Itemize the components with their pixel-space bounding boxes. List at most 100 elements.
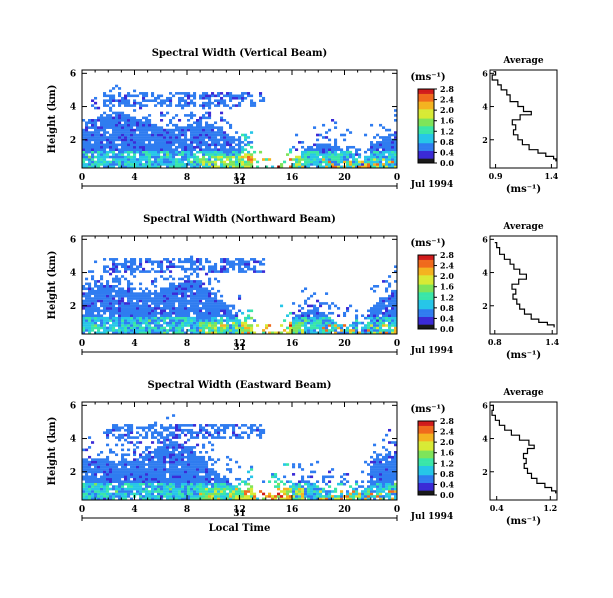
- heatmap-cell: [88, 294, 92, 298]
- heatmap-cell: [190, 307, 194, 310]
- heatmap-cell: [214, 319, 218, 322]
- heatmap-cell: [157, 473, 161, 476]
- heatmap-cell: [208, 123, 212, 127]
- heatmap-cell: [157, 487, 161, 491]
- heatmap-cell: [91, 480, 95, 483]
- heatmap-cell: [373, 463, 377, 466]
- heatmap-cell: [379, 299, 383, 303]
- heatmap-cell: [355, 153, 359, 156]
- heatmap-cell: [199, 280, 203, 283]
- heatmap-cell: [151, 94, 155, 98]
- heatmap-cell: [145, 321, 149, 325]
- heatmap-cell: [382, 136, 386, 139]
- heatmap-cell: [262, 428, 266, 432]
- heatmap-cell: [250, 490, 254, 493]
- heatmap-cell: [187, 448, 191, 452]
- heatmap-cell: [178, 309, 182, 313]
- heatmap-cell: [163, 326, 167, 330]
- heatmap-cell: [136, 165, 140, 169]
- heatmap-cell: [202, 265, 206, 268]
- heatmap-cell: [250, 141, 254, 144]
- heatmap-cell: [232, 424, 236, 427]
- heatmap-cell: [169, 282, 173, 286]
- heatmap-cell: [379, 453, 383, 457]
- heatmap-cell: [100, 309, 104, 313]
- heatmap-cell: [388, 282, 392, 286]
- heatmap-cell: [298, 141, 302, 144]
- heatmap-cell: [370, 460, 374, 464]
- heatmap-cell: [211, 426, 215, 430]
- heatmap-cell: [130, 326, 134, 330]
- heatmap-cell: [124, 262, 128, 266]
- heatmap-cell: [229, 141, 233, 144]
- heatmap-cell: [145, 470, 149, 474]
- heatmap-cell: [385, 468, 389, 471]
- heatmap-cell: [118, 92, 122, 95]
- heatmap-cell: [190, 463, 194, 466]
- heatmap-cell: [391, 482, 395, 486]
- heatmap-cell: [313, 495, 317, 498]
- heatmap-cell: [166, 492, 170, 496]
- heatmap-cell: [181, 153, 185, 156]
- heatmap-cell: [172, 94, 176, 98]
- heatmap-cell: [370, 465, 374, 469]
- heatmap-cell: [88, 302, 92, 305]
- colorbar-segment: [418, 130, 434, 133]
- heatmap-cell: [226, 487, 230, 491]
- heatmap-cell: [226, 165, 230, 169]
- heatmap-cell: [256, 260, 260, 264]
- heatmap-cell: [154, 136, 158, 139]
- heatmap-cell: [355, 150, 359, 154]
- heatmap-cell: [97, 163, 101, 166]
- heatmap-cell: [178, 463, 182, 466]
- heatmap-cell: [115, 285, 119, 288]
- heatmap-cell: [346, 490, 350, 493]
- heatmap-cell: [115, 436, 119, 439]
- heatmap-cell: [97, 453, 101, 457]
- chart-title: Spectral Width (Vertical Beam): [152, 48, 328, 59]
- heatmap-cell: [112, 285, 116, 288]
- heatmap-cell: [208, 128, 212, 132]
- heatmap-cell: [136, 321, 140, 325]
- heatmap-cell: [250, 99, 254, 102]
- heatmap-cell: [118, 126, 122, 129]
- heatmap-cell: [139, 262, 143, 266]
- heatmap-cell: [193, 148, 197, 151]
- heatmap-cell: [196, 443, 200, 447]
- heatmap-cell: [130, 126, 134, 129]
- heatmap-cell: [178, 287, 182, 291]
- heatmap-cell: [115, 128, 119, 132]
- heatmap-cell: [97, 497, 101, 501]
- heatmap-cell: [172, 473, 176, 476]
- heatmap-cell: [313, 490, 317, 493]
- heatmap-cell: [88, 143, 92, 147]
- heatmap-cell: [130, 436, 134, 439]
- heatmap-cell: [277, 477, 281, 481]
- heatmap-cell: [373, 314, 377, 317]
- heatmap-cell: [175, 163, 179, 166]
- heatmap-cell: [184, 126, 188, 129]
- heatmap-cell: [385, 475, 389, 479]
- heatmap-cell: [121, 460, 125, 464]
- heatmap-cell: [115, 280, 119, 283]
- heatmap-cell: [142, 155, 146, 159]
- heatmap-cell: [208, 441, 212, 444]
- heatmap-cell: [130, 321, 134, 325]
- heatmap-cell: [193, 492, 197, 496]
- heatmap-cell: [160, 497, 164, 501]
- heatmap-cell: [208, 277, 212, 281]
- heatmap-cell: [85, 475, 89, 479]
- heatmap-cell: [193, 487, 197, 491]
- heatmap-cell: [244, 262, 248, 266]
- heatmap-cell: [172, 468, 176, 471]
- heatmap-cell: [256, 433, 260, 437]
- heatmap-cell: [82, 145, 86, 149]
- heatmap-cell: [166, 321, 170, 325]
- heatmap-cell: [142, 121, 146, 125]
- heatmap-cell: [352, 497, 356, 501]
- heatmap-cell: [247, 92, 251, 95]
- heatmap-cell: [376, 480, 380, 483]
- heatmap-cell: [199, 96, 203, 100]
- heatmap-cell: [229, 160, 233, 164]
- heatmap-cell: [244, 319, 248, 322]
